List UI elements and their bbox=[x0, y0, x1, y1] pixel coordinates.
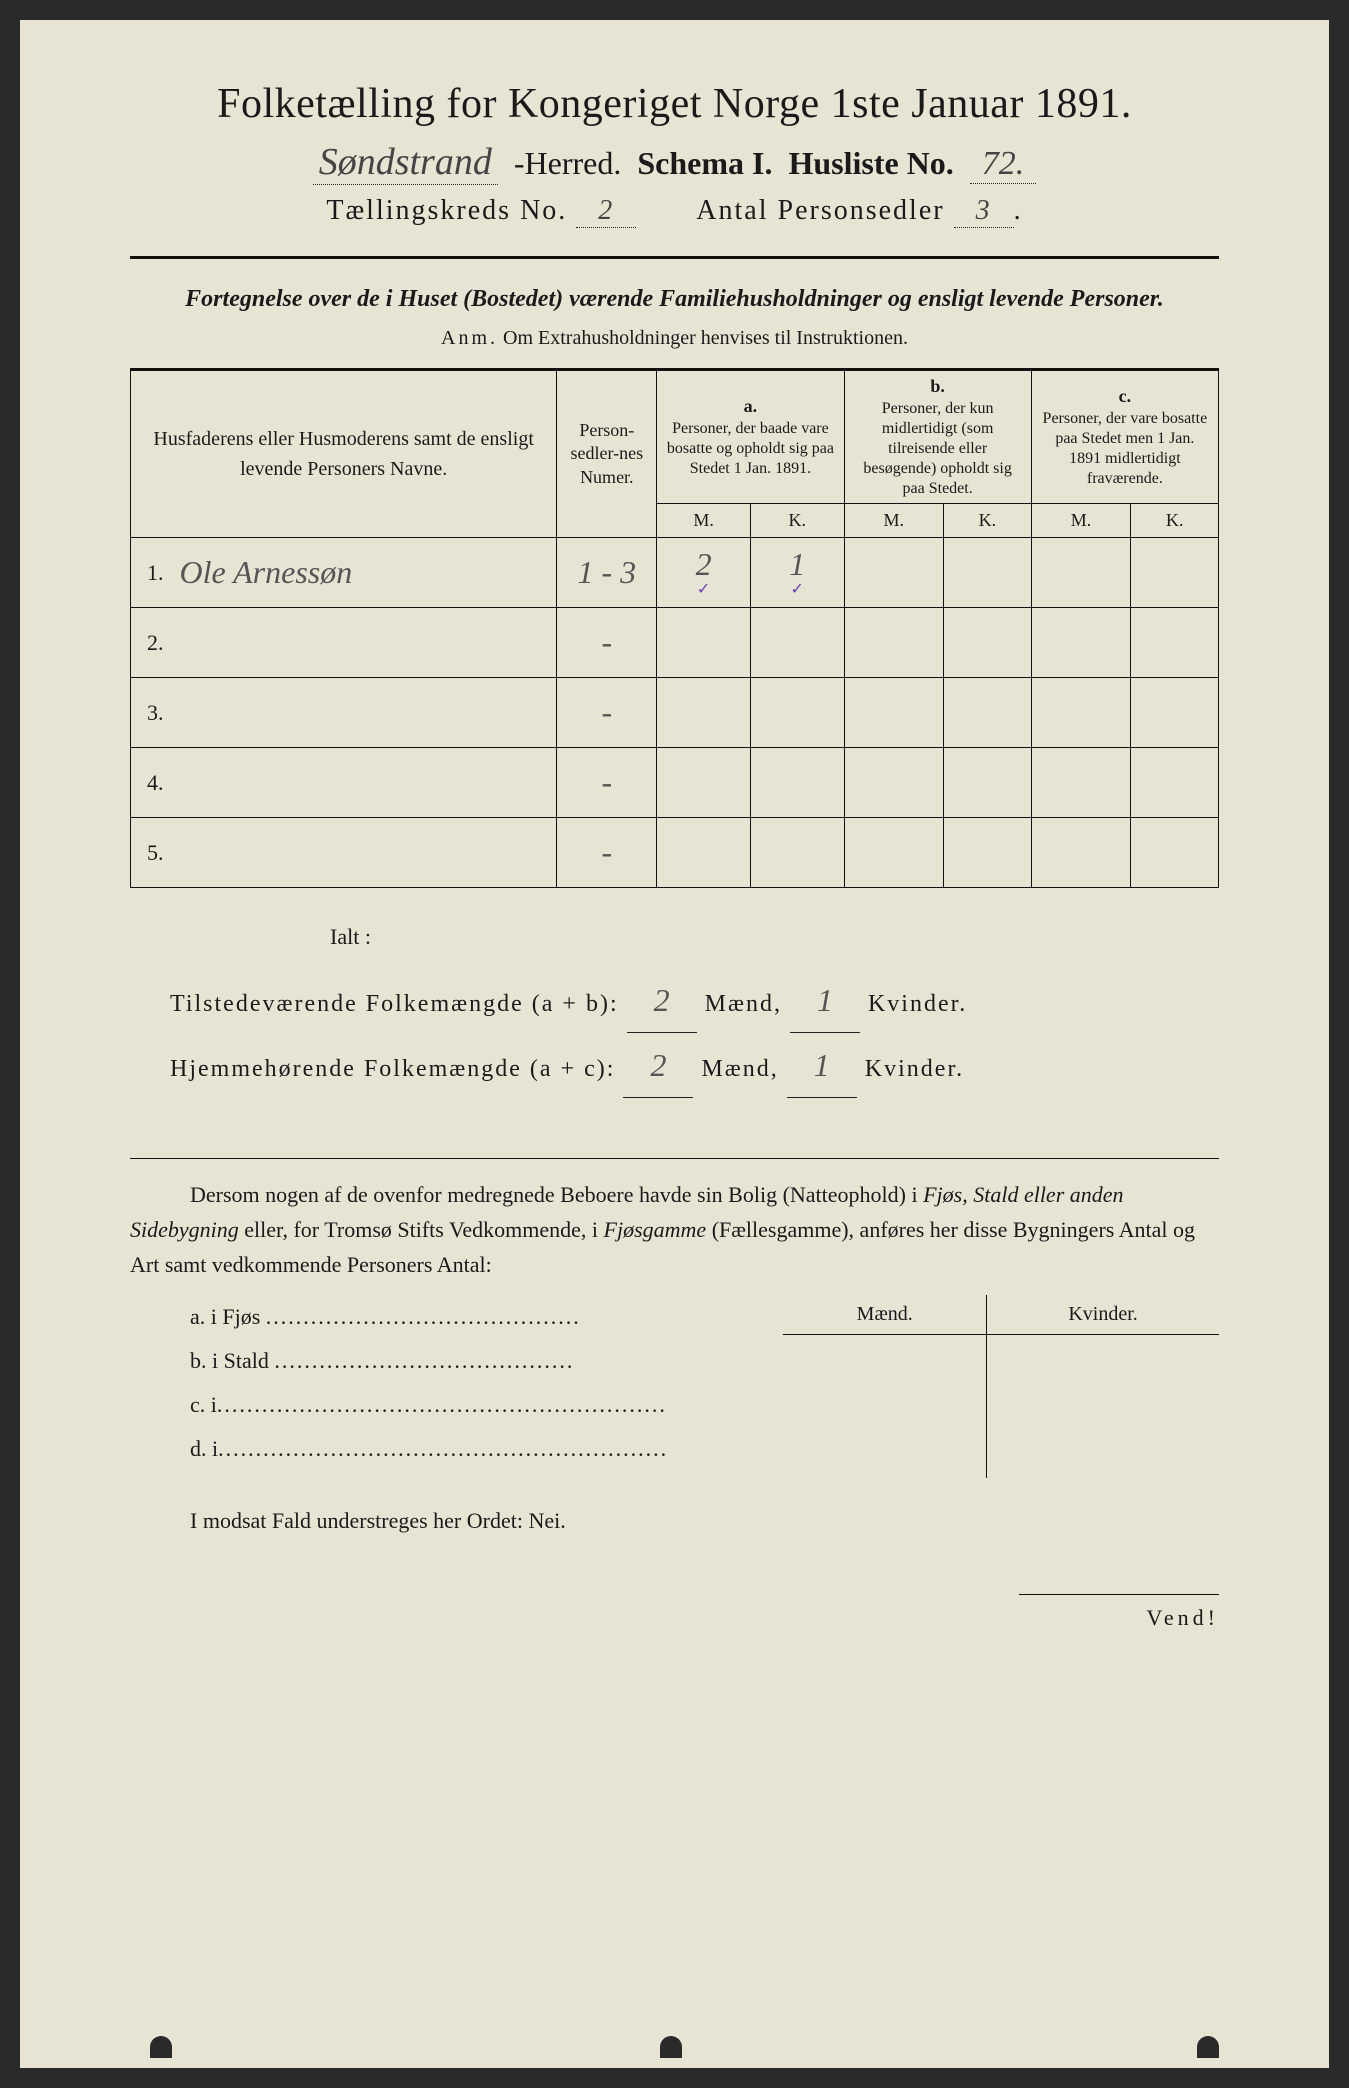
totals-block: Tilstedeværende Folkemængde (a + b): 2 M… bbox=[170, 968, 1219, 1098]
maend-label: Mænd, bbox=[705, 991, 782, 1017]
hjem-label: Hjemmehørende Folkemængde (a + c): bbox=[170, 1056, 615, 1082]
divider-2 bbox=[130, 1158, 1219, 1159]
subtitle-row: Søndstrand -Herred. Schema I. Husliste N… bbox=[130, 140, 1219, 185]
herred-value: Søndstrand bbox=[313, 140, 498, 185]
anm-text: Om Extrahusholdninger henvises til Instr… bbox=[503, 327, 908, 349]
intro-text: Fortegnelse over de i Huset (Bostedet) v… bbox=[130, 283, 1219, 317]
tilst-label: Tilstedeværende Folkemængde (a + b): bbox=[170, 991, 619, 1017]
col-group-a: a. Personer, der baade vare bosatte og o… bbox=[657, 369, 844, 504]
antal-label: Antal Personsedler bbox=[696, 195, 944, 226]
kreds-label: Tællingskreds No. bbox=[326, 195, 567, 226]
maend-label-2: Mænd, bbox=[701, 1056, 778, 1082]
side-buildings-block: a. i Fjøs ..............................… bbox=[130, 1295, 1219, 1479]
anm-line: Anm. Om Extrahusholdninger henvises til … bbox=[130, 327, 1219, 350]
anm-label: Anm. bbox=[441, 327, 498, 349]
page-tear-icon bbox=[1197, 2036, 1219, 2058]
side-mk-table: Mænd. Kvinder. bbox=[783, 1295, 1219, 1479]
col-a-m: M. bbox=[657, 504, 751, 538]
kvinder-label-2: Kvinder. bbox=[865, 1056, 964, 1082]
schema-label: Schema I. bbox=[637, 145, 772, 182]
ialt-label: Ialt : bbox=[330, 924, 1219, 950]
hjem-m: 2 bbox=[623, 1033, 693, 1098]
table-row: 4.- bbox=[131, 748, 1219, 818]
col-group-c: c. Personer, der vare bosatte paa Stedet… bbox=[1031, 369, 1218, 504]
col-c-k: K. bbox=[1131, 504, 1219, 538]
side-row: b. i Stald .............................… bbox=[190, 1339, 783, 1383]
page-tear-icon bbox=[150, 2036, 172, 2058]
side-maend: Mænd. bbox=[783, 1295, 986, 1335]
herred-label: -Herred. bbox=[514, 145, 621, 182]
page-title: Folketælling for Kongeriget Norge 1ste J… bbox=[130, 80, 1219, 128]
col-nums: Person-sedler-nes Numer. bbox=[557, 369, 657, 538]
col-a-k: K. bbox=[750, 504, 844, 538]
col-group-b: b. Personer, der kun midlertidigt (som t… bbox=[844, 369, 1031, 504]
tilst-k: 1 bbox=[790, 968, 860, 1033]
page-tear-icon bbox=[660, 2036, 682, 2058]
household-table: Husfaderens eller Husmoderens samt de en… bbox=[130, 368, 1219, 889]
antal-value: 3 bbox=[954, 195, 1014, 228]
table-row: 3.- bbox=[131, 678, 1219, 748]
kreds-value: 2 bbox=[576, 195, 636, 228]
tilst-m: 2 bbox=[627, 968, 697, 1033]
nei-line: I modsat Fald understreges her Ordet: Ne… bbox=[130, 1508, 1219, 1534]
side-row: a. i Fjøs ..............................… bbox=[190, 1295, 783, 1339]
side-rows: a. i Fjøs ..............................… bbox=[130, 1295, 783, 1479]
side-row: d. i....................................… bbox=[190, 1427, 783, 1471]
vend-label: Vend! bbox=[1019, 1594, 1219, 1631]
husliste-value: 72. bbox=[970, 145, 1037, 184]
col-c-m: M. bbox=[1031, 504, 1130, 538]
table-row: 1.Ole Arnessøn1 - 32✓1✓ bbox=[131, 538, 1219, 608]
table-row: 2.- bbox=[131, 608, 1219, 678]
side-kvinder: Kvinder. bbox=[987, 1295, 1219, 1335]
kvinder-label: Kvinder. bbox=[868, 991, 967, 1017]
side-row: c. i....................................… bbox=[190, 1383, 783, 1427]
divider bbox=[130, 256, 1219, 259]
col-names: Husfaderens eller Husmoderens samt de en… bbox=[131, 369, 557, 538]
col-b-k: K. bbox=[944, 504, 1032, 538]
hjem-k: 1 bbox=[787, 1033, 857, 1098]
col-b-m: M. bbox=[844, 504, 943, 538]
census-form-page: Folketælling for Kongeriget Norge 1ste J… bbox=[20, 20, 1329, 2068]
husliste-label: Husliste No. bbox=[788, 145, 953, 182]
third-row: Tællingskreds No. 2 Antal Personsedler 3… bbox=[130, 195, 1219, 228]
side-paragraph: Dersom nogen af de ovenfor medregnede Be… bbox=[130, 1177, 1219, 1283]
table-row: 5.- bbox=[131, 818, 1219, 888]
